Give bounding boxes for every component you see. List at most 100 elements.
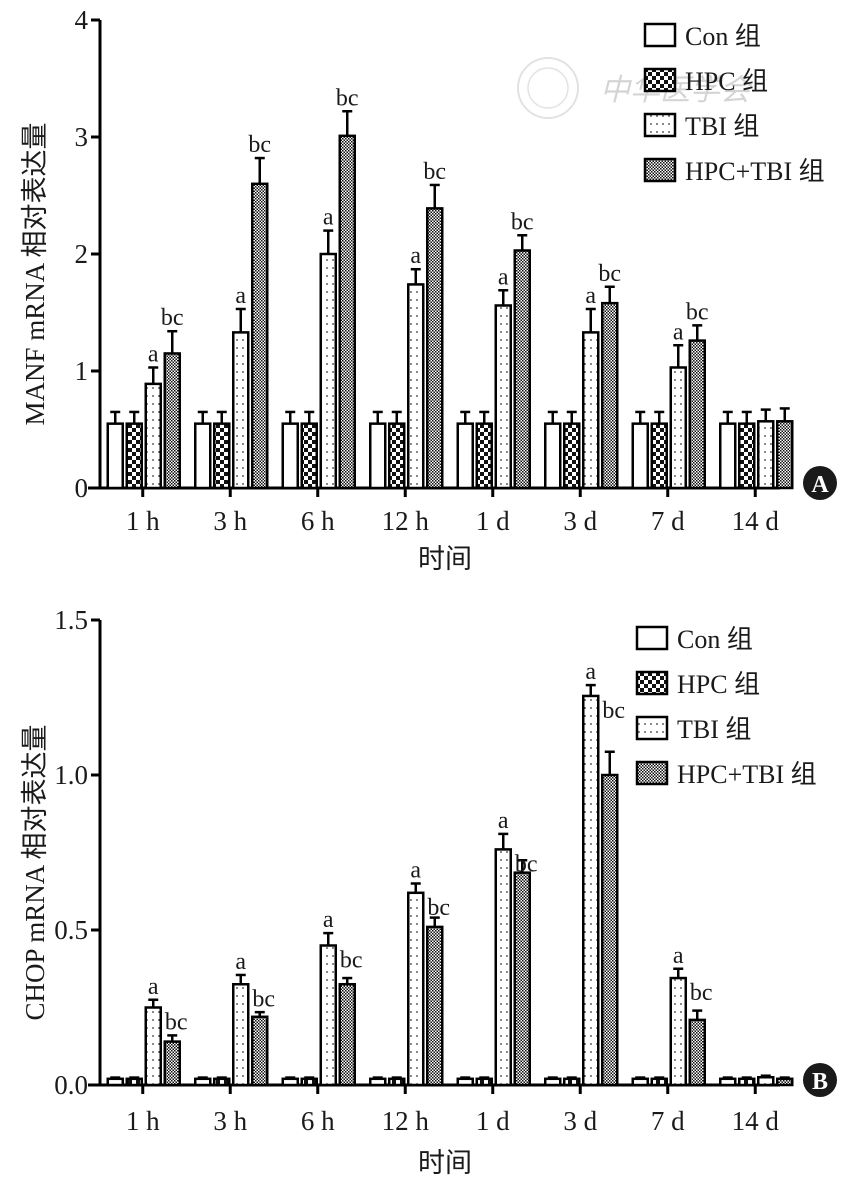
panel-a-legend-swatch-hpc bbox=[643, 67, 677, 93]
panel-b-bar-tbi bbox=[757, 1076, 775, 1087]
panel-b-bar-hpc bbox=[388, 1077, 406, 1087]
panel-a-bar-hpc bbox=[475, 422, 493, 490]
panel-b-legend-swatch-con bbox=[635, 625, 669, 651]
panel-b-bar-tbi bbox=[494, 848, 512, 1087]
panel-b-y-tick-label: 1.0 bbox=[54, 760, 88, 790]
panel-a-bar-tbi bbox=[494, 304, 512, 490]
watermark-text: 中华医学会 bbox=[600, 74, 753, 107]
panel-b-bar-con bbox=[544, 1077, 562, 1087]
panel-b-bar-tbi bbox=[407, 891, 425, 1087]
panel-a-y-tick-label: 1 bbox=[75, 356, 89, 386]
panel-a-y-tick-label: 4 bbox=[75, 5, 89, 35]
panel-b-bar-con bbox=[194, 1077, 212, 1087]
panel-a-bar-hpctbi bbox=[776, 420, 794, 490]
panel-b-significance-label: bc bbox=[515, 851, 538, 877]
panel-a-x-tick-label: 7 d bbox=[651, 506, 685, 536]
panel-b-badge-label: B bbox=[812, 1069, 828, 1095]
panel-b-legend-swatch-hpc bbox=[635, 670, 669, 696]
panel-b-bar-hpctbi bbox=[513, 871, 531, 1087]
panel-b-bar-con bbox=[281, 1077, 299, 1087]
panel-b-bar-tbi bbox=[144, 1006, 162, 1087]
panel-b-legend-swatch-tbi bbox=[635, 715, 669, 741]
panel-a-significance-label: bc bbox=[423, 159, 446, 185]
panel-b-legend-swatch-hpctbi bbox=[635, 760, 669, 786]
panel-b-legend-label-hpctbi: HPC+TBI 组 bbox=[677, 760, 817, 789]
panel-a-bar-hpc bbox=[125, 422, 143, 490]
panel-a-badge-icon bbox=[803, 466, 837, 500]
panel-b-x-tick-label: 7 d bbox=[651, 1106, 685, 1136]
panel-b-y-tick-label: 0.5 bbox=[54, 915, 88, 945]
panel-a-y-tick-label: 2 bbox=[75, 239, 89, 269]
panel-a-significance-label: bc bbox=[336, 85, 359, 111]
panel-b-bar-hpctbi bbox=[251, 1015, 269, 1087]
panel-a-bar-con bbox=[631, 422, 649, 490]
panel-a-y-axis-title: MANF mRNA 相对表达量 bbox=[20, 122, 50, 425]
panel-b-x-tick-label: 12 h bbox=[382, 1106, 430, 1136]
panel-b-bar-hpc bbox=[738, 1077, 756, 1087]
panel-a-bar-hpctbi bbox=[163, 352, 181, 490]
panel-b-significance-label: bc bbox=[427, 895, 450, 921]
panel-b-x-tick-label: 3 h bbox=[213, 1106, 247, 1136]
panel-b-significance-label: a bbox=[410, 858, 421, 884]
panel-a-bar-con bbox=[194, 422, 212, 490]
panel-a-bar-hpctbi bbox=[251, 182, 269, 490]
panel-a-legend-label-hpctbi: HPC+TBI 组 bbox=[685, 157, 825, 186]
panel-b-significance-label: a bbox=[673, 943, 684, 969]
panel-a-legend-swatch-tbi bbox=[643, 112, 677, 138]
panel-b-x-tick-label: 6 h bbox=[301, 1106, 335, 1136]
panel-b-x-tick-label: 1 h bbox=[126, 1106, 160, 1136]
panel-a-significance-label: bc bbox=[161, 305, 184, 331]
panel-a-significance-label: bc bbox=[598, 261, 621, 287]
panel-b-x-tick-label: 1 d bbox=[476, 1106, 510, 1136]
panel-a-significance-label: a bbox=[410, 243, 421, 269]
panel-a-x-tick-label: 1 h bbox=[126, 506, 160, 536]
panel-a-bar-tbi bbox=[407, 283, 425, 490]
panel-a-bar-hpc bbox=[213, 422, 231, 490]
panel-a-x-axis-title: 时间 bbox=[418, 544, 472, 574]
panel-a-significance-label: a bbox=[498, 264, 509, 290]
panel-a-bar-con bbox=[281, 422, 299, 490]
panel-a-significance-label: a bbox=[235, 283, 246, 309]
panel-a-y-tick-label: 0 bbox=[75, 473, 89, 503]
panel-b-bar-hpctbi bbox=[338, 983, 356, 1087]
panel-b-significance-label: bc bbox=[602, 698, 625, 724]
panel-b-legend-label-tbi: TBI 组 bbox=[677, 715, 751, 744]
panel-a-bar-con bbox=[456, 422, 474, 490]
panel-a-bar-hpctbi bbox=[513, 249, 531, 490]
panel-b-bar-con bbox=[106, 1077, 124, 1087]
panel-a-bar-tbi bbox=[582, 331, 600, 490]
panel-a-bar-tbi bbox=[669, 366, 687, 490]
panel-b-bar-hpctbi bbox=[776, 1077, 794, 1087]
panel-b-bar-con bbox=[719, 1077, 737, 1087]
panel-b-bar-hpc bbox=[300, 1077, 318, 1087]
panel-a-bar-tbi bbox=[319, 252, 337, 490]
panel-a-bar-con bbox=[719, 422, 737, 490]
panel-a-bar-tbi bbox=[757, 420, 775, 490]
panel-a-significance-label: bc bbox=[511, 209, 534, 235]
panel-b-y-tick-label: 1.5 bbox=[54, 605, 88, 635]
panel-b-bar-hpctbi bbox=[163, 1040, 181, 1087]
panel-b-significance-label: bc bbox=[340, 948, 363, 974]
panel-b-bar-hpc bbox=[475, 1077, 493, 1087]
panel-a-bar-hpc bbox=[738, 422, 756, 490]
panel-a-significance-label: a bbox=[148, 341, 159, 367]
panel-a-bar-hpc bbox=[388, 422, 406, 490]
panel-b-bar-con bbox=[369, 1077, 387, 1087]
panel-b-bar-hpc bbox=[125, 1077, 143, 1087]
panel-a-legend-label-tbi: TBI 组 bbox=[685, 112, 759, 141]
panel-b-bar-hpc bbox=[213, 1077, 231, 1087]
panel-a-bar-hpc bbox=[563, 422, 581, 490]
panel-a-bar-con bbox=[106, 422, 124, 490]
panel-a-badge-label: A bbox=[811, 472, 829, 498]
panel-b-bar-tbi bbox=[582, 694, 600, 1087]
panel-a-legend-swatch-hpctbi bbox=[643, 157, 677, 183]
panel-b-significance-label: a bbox=[323, 907, 334, 933]
panel-a-bar-hpc bbox=[300, 422, 318, 490]
panel-a-bar-tbi bbox=[232, 331, 250, 490]
panel-a-significance-label: a bbox=[673, 319, 684, 345]
panel-a-x-tick-label: 3 h bbox=[213, 506, 247, 536]
panel-a-y-tick-label: 3 bbox=[75, 122, 89, 152]
panel-a-x-tick-label: 1 d bbox=[476, 506, 510, 536]
panel-a-bar-hpctbi bbox=[601, 301, 619, 490]
